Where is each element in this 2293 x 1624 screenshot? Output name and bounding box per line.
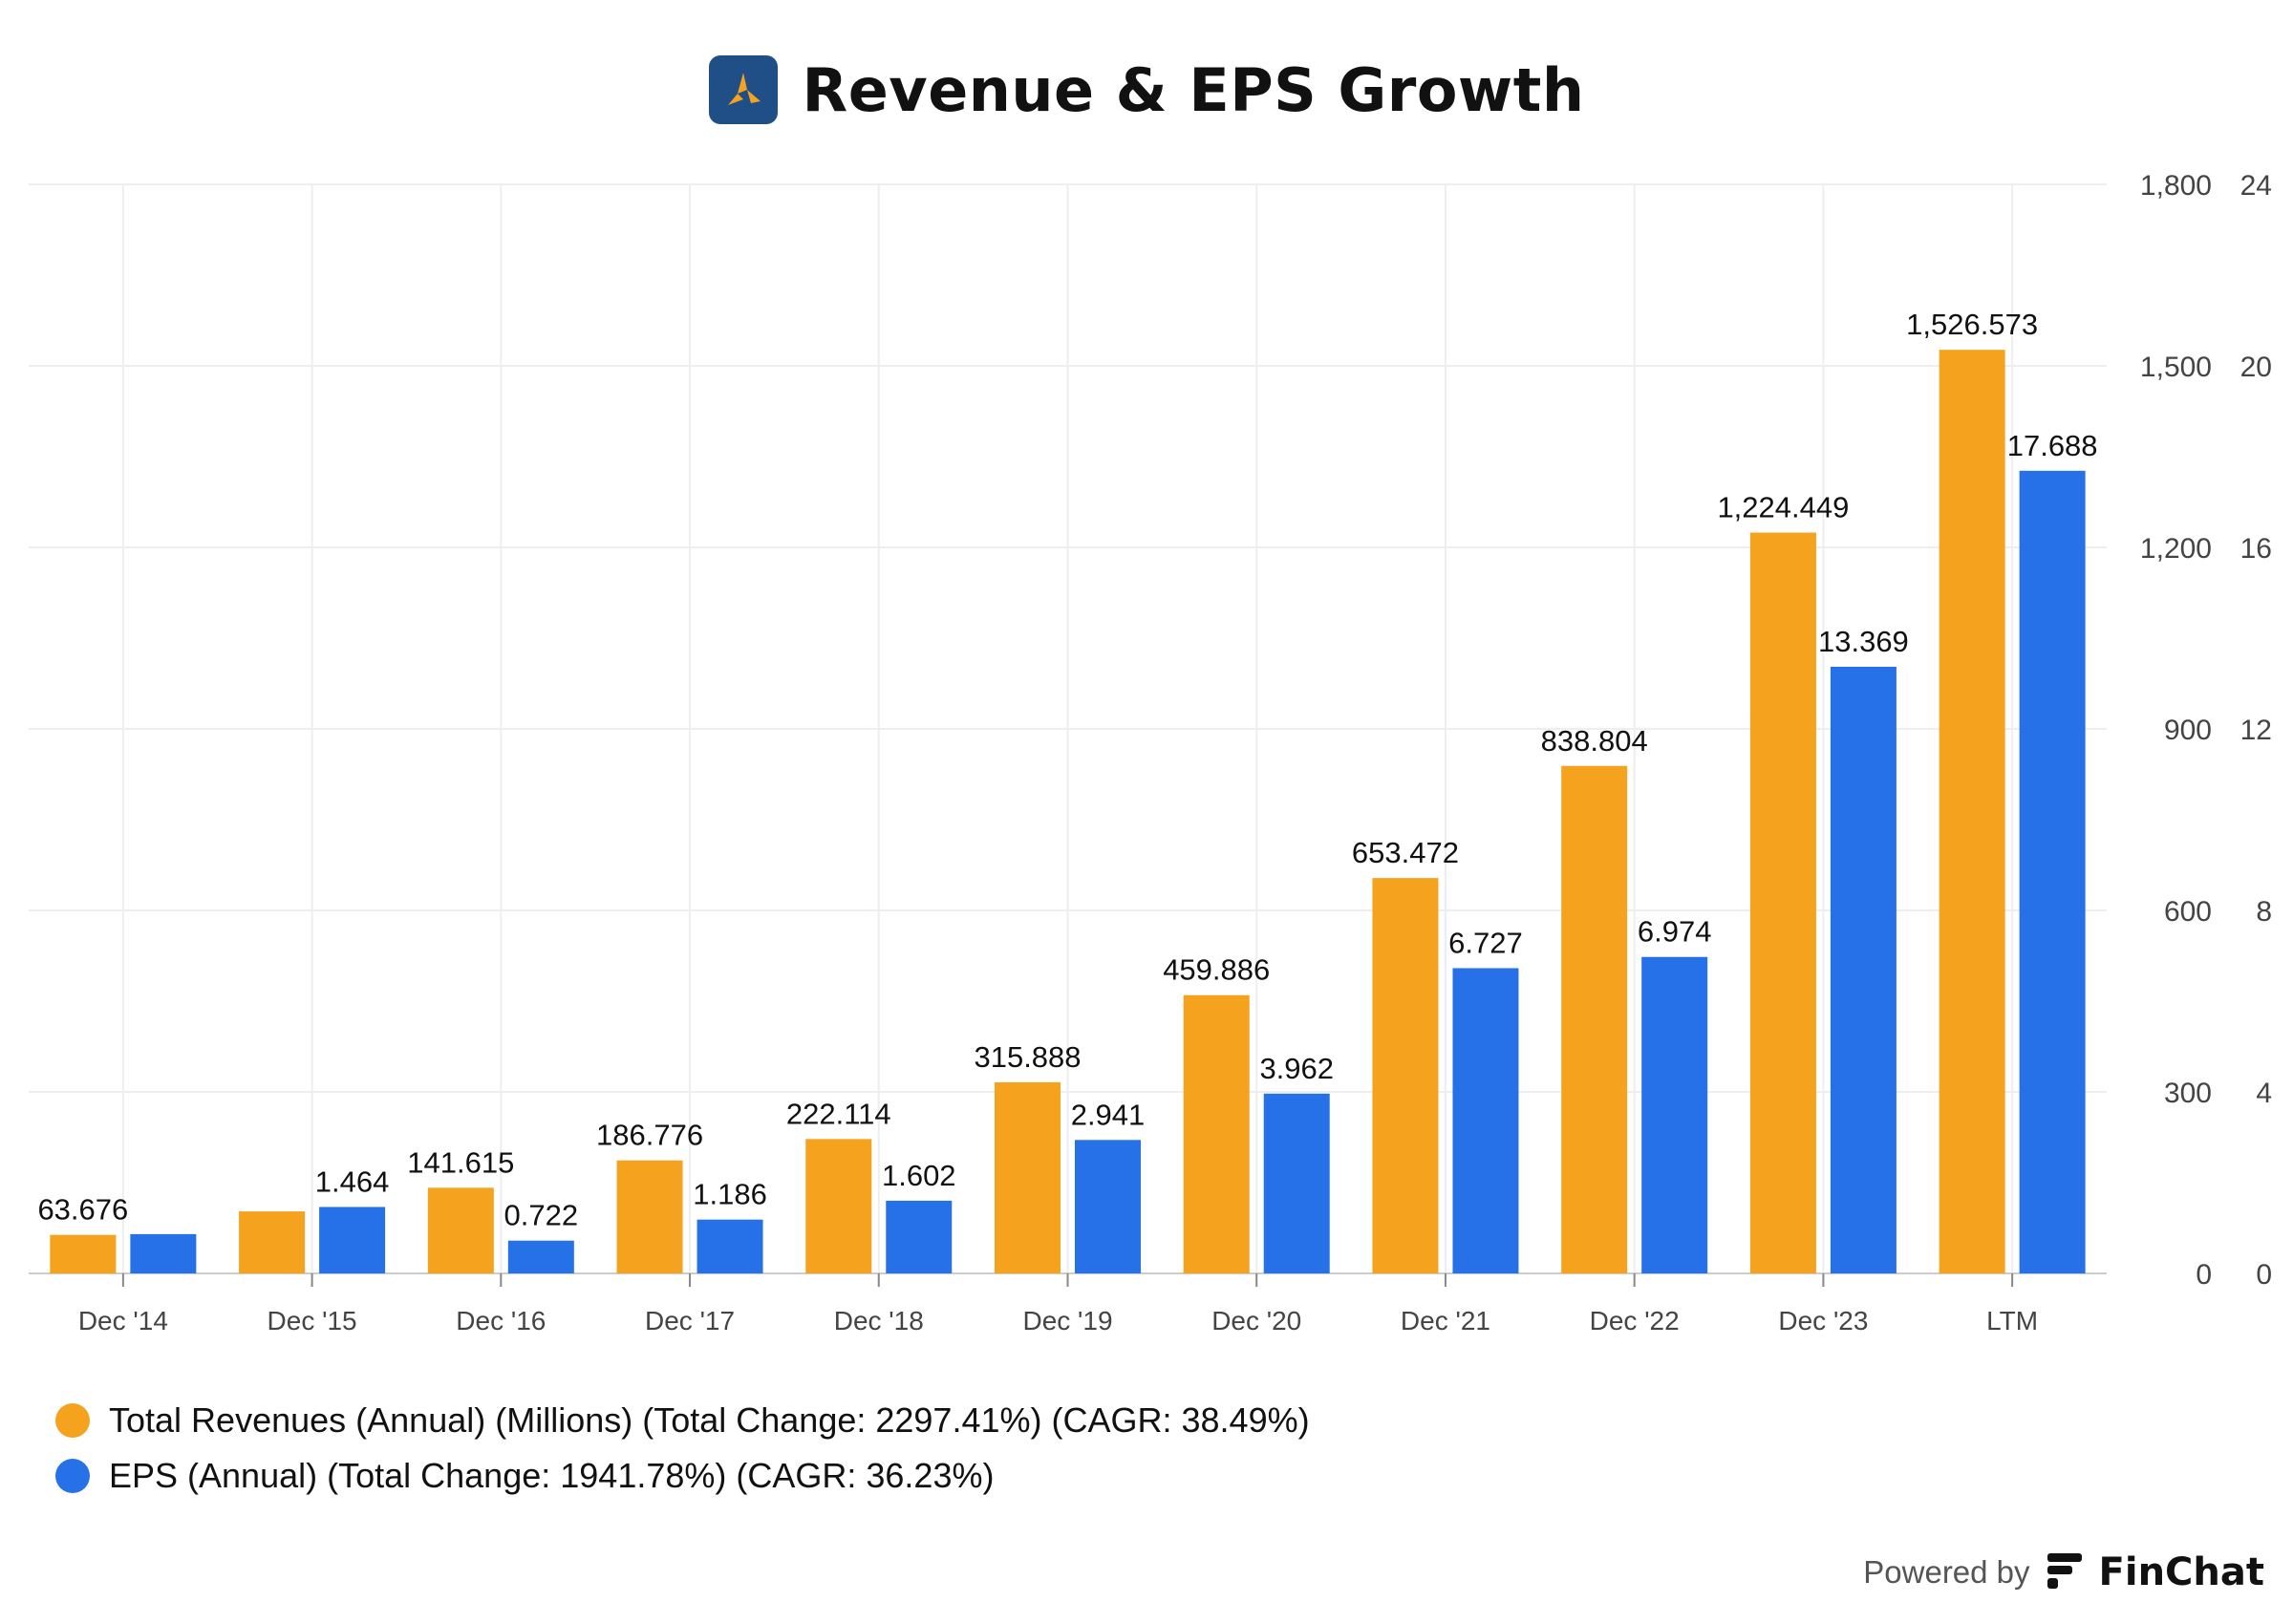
x-tick-label: Dec '23 [1778, 1306, 1868, 1336]
legend-item-eps[interactable]: EPS (Annual) (Total Change: 1941.78%) (C… [55, 1448, 1310, 1504]
legend-revenue-label: Total Revenues (Annual) (Millions) (Tota… [109, 1400, 1310, 1440]
eps-bar [507, 1240, 574, 1273]
x-tick-label: LTM [1986, 1306, 2038, 1336]
footer: Powered by FinChat [1863, 1549, 2264, 1595]
eps-data-label: 0.722 [504, 1199, 579, 1232]
legend-item-revenue[interactable]: Total Revenues (Annual) (Millions) (Tota… [55, 1393, 1310, 1448]
revenue-data-label: 459.886 [1163, 953, 1270, 987]
y-left-tick-label: 900 [2164, 715, 2212, 746]
eps-data-label: 2.941 [1071, 1098, 1146, 1131]
eps-bar [130, 1233, 197, 1273]
powered-by-text: Powered by [1863, 1554, 2030, 1590]
revenue-data-label: 141.615 [407, 1145, 514, 1179]
eps-bar [1641, 956, 1708, 1273]
eps-bar [319, 1207, 386, 1273]
finchat-logo-icon [2044, 1549, 2086, 1595]
eps-data-label: 3.962 [1259, 1052, 1334, 1085]
eps-bar [696, 1219, 763, 1273]
brand-name: FinChat [2098, 1550, 2264, 1594]
x-tick-label: Dec '22 [1590, 1306, 1680, 1336]
eps-bar [1263, 1093, 1330, 1273]
revenue-data-label: 63.676 [37, 1193, 128, 1227]
bar-chart: 0 0 300 4 600 8 900 12 1,200 16 1,500 20 1,800 24 63.6… [29, 170, 2272, 1336]
x-tick-label: Dec '20 [1211, 1306, 1301, 1336]
y-right-tick-label: 24 [2240, 170, 2272, 202]
revenue-data-label: 1,526.573 [1906, 308, 2038, 341]
revenue-data-label: 653.472 [1352, 836, 1459, 869]
y-right-tick-label: 8 [2256, 896, 2272, 928]
y-right-tick-label: 20 [2240, 352, 2272, 383]
revenue-data-label: 838.804 [1541, 724, 1648, 758]
legend: Total Revenues (Annual) (Millions) (Tota… [55, 1393, 1310, 1504]
y-left-tick-label: 1,200 [2140, 533, 2212, 565]
revenue-data-label: 315.888 [974, 1040, 1081, 1074]
x-tick-label: Dec '14 [78, 1306, 168, 1336]
x-tick-label: Dec '19 [1022, 1306, 1112, 1336]
eps-data-label: 17.688 [2007, 429, 2098, 462]
x-tick-label: Dec '18 [834, 1306, 924, 1336]
chart-header: Revenue & EPS Growth [0, 50, 2293, 130]
y-left-tick-label: 600 [2164, 896, 2212, 928]
eps-data-label: 13.369 [1818, 625, 1909, 658]
y-right-tick-label: 0 [2256, 1259, 2272, 1291]
eps-bar [2019, 470, 2086, 1273]
x-tick-label: Dec '17 [645, 1306, 735, 1336]
revenue-bar [616, 1160, 683, 1273]
eps-data-label: 1.602 [882, 1159, 956, 1192]
y-right-tick-label: 12 [2240, 715, 2272, 746]
eps-bar [886, 1200, 953, 1273]
y-left-tick-label: 0 [2196, 1259, 2212, 1291]
x-tick-label: Dec '15 [268, 1306, 357, 1336]
revenue-bar [239, 1211, 306, 1273]
revenue-data-label: 1,224.449 [1717, 491, 1849, 524]
revenue-bar [1939, 350, 2005, 1274]
revenue-data-label: 222.114 [786, 1097, 891, 1130]
x-tick-label: Dec '21 [1401, 1306, 1490, 1336]
eps-data-label: 6.727 [1448, 926, 1523, 959]
chart-title: Revenue & EPS Growth [802, 54, 1585, 125]
y-left-tick-label: 1,800 [2140, 170, 2212, 202]
revenue-bar [995, 1081, 1061, 1273]
revenue-bar [805, 1139, 872, 1273]
company-logo-icon [708, 55, 778, 124]
eps-bar [1452, 968, 1519, 1273]
eps-data-label: 6.974 [1638, 915, 1712, 949]
revenue-bar [1749, 532, 1816, 1273]
revenue-bar [1372, 878, 1439, 1273]
legend-revenue-swatch [55, 1403, 90, 1438]
eps-data-label: 1.464 [315, 1165, 390, 1198]
x-tick-label: Dec '16 [456, 1306, 546, 1336]
y-left-tick-label: 1,500 [2140, 352, 2212, 383]
legend-eps-label: EPS (Annual) (Total Change: 1941.78%) (C… [109, 1456, 995, 1495]
eps-bar [1075, 1140, 1141, 1273]
y-right-tick-label: 4 [2256, 1078, 2272, 1109]
y-left-tick-label: 300 [2164, 1078, 2212, 1109]
y-right-tick-label: 16 [2240, 533, 2272, 565]
revenue-data-label: 186.776 [596, 1119, 703, 1152]
revenue-bar [1561, 765, 1628, 1273]
eps-data-label: 1.186 [693, 1178, 767, 1211]
revenue-bar [1183, 994, 1250, 1273]
legend-eps-swatch [55, 1459, 90, 1493]
eps-bar [1830, 666, 1897, 1273]
revenue-bar [50, 1234, 117, 1273]
revenue-bar [427, 1187, 494, 1273]
